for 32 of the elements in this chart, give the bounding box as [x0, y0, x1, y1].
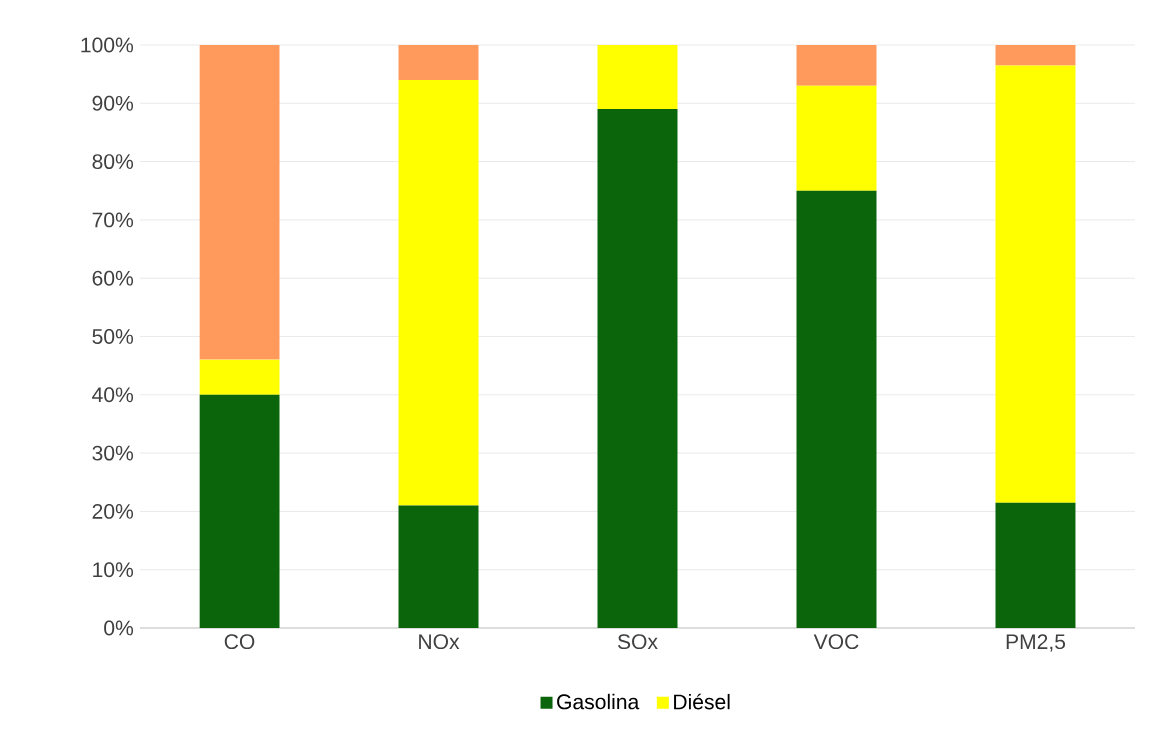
y-tick-label: 0%	[104, 620, 134, 636]
y-tick-label: 50%	[92, 329, 134, 344]
bar	[796, 85, 877, 191]
x-tick-label: NOx	[419, 634, 460, 650]
bar	[995, 502, 1076, 628]
y-tick-label: 10%	[93, 562, 134, 578]
y-tick-label: 80%	[92, 154, 134, 170]
y-tick-label: 70%	[92, 212, 134, 228]
x-tick-label: PM2,5	[1006, 634, 1066, 652]
legend-label: Diésel	[674, 693, 730, 710]
x-tick-label: SOx	[617, 634, 658, 650]
y-tick-label: 100%	[81, 37, 134, 53]
bar	[199, 45, 280, 360]
y-tick-label: 40%	[92, 387, 134, 403]
bar	[995, 65, 1076, 503]
x-tick-label: VOC	[813, 634, 859, 650]
bar	[398, 79, 479, 506]
bar	[199, 394, 280, 628]
bar	[199, 359, 280, 395]
bar	[796, 45, 877, 86]
bar	[796, 190, 877, 628]
bar	[398, 45, 479, 80]
y-tick-label: 20%	[92, 503, 134, 519]
x-tick-label: CO	[224, 634, 255, 650]
y-tick-label: 60%	[92, 270, 134, 286]
bar	[995, 45, 1076, 66]
legend-label: Gasolina	[557, 693, 640, 710]
bar	[597, 45, 678, 110]
y-tick-label: 30%	[92, 445, 134, 461]
bar	[597, 109, 678, 628]
y-tick-label: 90%	[92, 95, 134, 111]
bar	[398, 505, 479, 628]
